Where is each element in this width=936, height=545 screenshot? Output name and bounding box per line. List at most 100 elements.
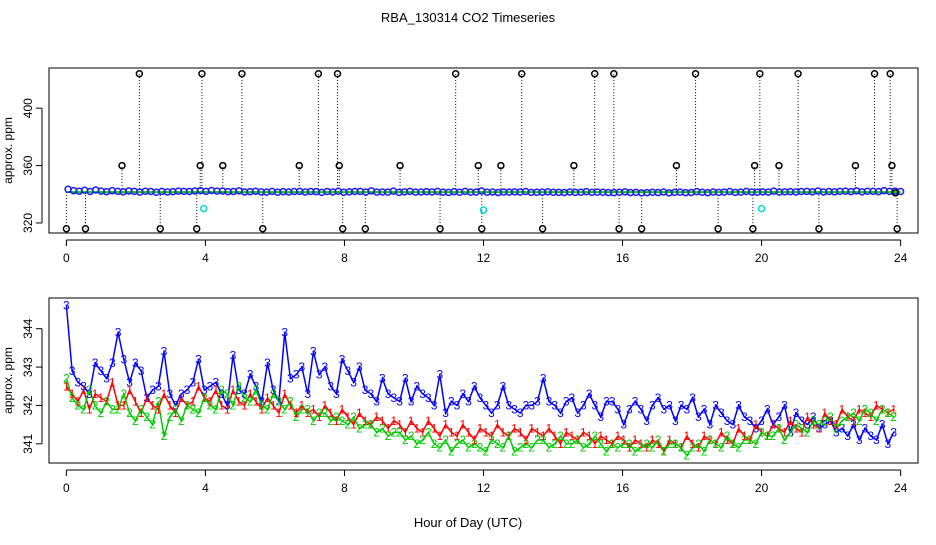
bottom-y-tick-label: 341	[21, 433, 35, 453]
series-3-label: 3	[390, 391, 397, 405]
series-3-label: 3	[850, 418, 857, 432]
series-3-label: 3	[701, 402, 708, 416]
series-2-label: 2	[109, 402, 116, 416]
series-3-label: 3	[683, 402, 690, 416]
top-panel: 0 4 8 12 16 20 24 320 360 400 approx. ppm	[1, 67, 919, 265]
bottom-x-tick-label: 16	[616, 481, 630, 495]
series-1-label: 1	[109, 375, 116, 389]
series-2-label: 2	[103, 395, 110, 409]
series-2-label: 2	[385, 429, 392, 443]
series-1-label: 1	[212, 383, 219, 397]
series-3-label: 3	[235, 383, 242, 397]
series-1-label: 1	[224, 402, 231, 416]
series-1-label: 1	[454, 429, 461, 443]
series-2-label: 2	[247, 395, 254, 409]
black-point	[474, 161, 483, 170]
series-1-label: 1	[643, 441, 650, 455]
series-1-label: 1	[322, 398, 329, 412]
series-2-label: 2	[436, 441, 443, 455]
series-2-label: 2	[816, 418, 823, 432]
series-3-label: 3	[540, 372, 547, 386]
series-1-label: 1	[758, 425, 765, 439]
series-2-label: 2	[546, 441, 553, 455]
series-2-label: 2	[701, 445, 708, 459]
series-1-label: 1	[126, 383, 133, 397]
series-3-label: 3	[184, 383, 191, 397]
top-x-tick-label: 4	[202, 251, 209, 265]
series-3-label: 3	[339, 352, 346, 366]
black-point	[615, 224, 623, 233]
cyan-point	[757, 204, 766, 213]
series-2-label: 2	[241, 391, 248, 405]
series-3-label: 3	[350, 375, 357, 389]
black-point	[886, 69, 894, 78]
series-1-label: 1	[574, 433, 581, 447]
series-2-label: 2	[758, 425, 765, 439]
series-1-label: 1	[69, 387, 76, 401]
series-2-label: 2	[764, 429, 771, 443]
series-3-label: 3	[126, 375, 133, 389]
series-2-label: 2	[511, 445, 518, 459]
series-1-label: 1	[615, 429, 622, 443]
series-3-label: 3	[218, 387, 225, 401]
series-3-label: 3	[563, 395, 570, 409]
series-2-label: 2	[505, 429, 512, 443]
series-2-label: 2	[333, 410, 340, 424]
series-1-label: 1	[810, 418, 817, 432]
top-x-tick-label: 0	[63, 251, 70, 265]
series-3-label: 3	[689, 391, 696, 405]
top-plot-frame	[48, 67, 919, 234]
series-1-label: 1	[488, 429, 495, 443]
series-3-label: 3	[557, 406, 564, 420]
series-2-label: 2	[80, 402, 87, 416]
series-1-label: 1	[310, 402, 317, 416]
series-3-label: 3	[402, 372, 409, 386]
series-1-label: 1	[465, 425, 472, 439]
series-2-label: 2	[69, 391, 76, 405]
series-1-label: 1	[402, 425, 409, 439]
series-1-label: 1	[821, 406, 828, 420]
series-1-label: 1	[350, 418, 357, 432]
series-2-label: 2	[649, 441, 656, 455]
series-1-label: 1	[149, 398, 156, 412]
top-x-tick-label: 20	[755, 251, 769, 265]
series-3-label: 3	[98, 364, 105, 378]
series-3-label: 3	[161, 345, 168, 359]
series-2-label: 2	[230, 398, 237, 412]
black-point	[238, 69, 246, 78]
series-2-label: 2	[270, 387, 277, 401]
series-2-label: 2	[356, 422, 363, 436]
series-3-label: 3	[879, 418, 886, 432]
series-2-label: 2	[143, 410, 150, 424]
series-3-label: 3	[856, 433, 863, 447]
series-3-label: 3	[247, 368, 254, 382]
series-1-label: 1	[287, 398, 294, 412]
series-2-label: 2	[471, 437, 478, 451]
series-3-label: 3	[155, 379, 162, 393]
series-2-label: 2	[166, 410, 173, 424]
series-3-label: 3	[827, 414, 834, 428]
series-2-label: 2	[626, 437, 633, 451]
series-3-label: 3	[459, 387, 466, 401]
bottom-x-tick-label: 24	[894, 481, 908, 495]
series-1-label: 1	[873, 398, 880, 412]
series-1-label: 1	[379, 414, 386, 428]
series-3-label: 3	[798, 414, 805, 428]
series-2-label: 2	[603, 445, 610, 459]
black-point	[672, 161, 681, 170]
series-1-label: 1	[63, 379, 70, 393]
series-3-label: 3	[517, 406, 524, 420]
series-3-label: 3	[207, 379, 214, 393]
series-3-label: 3	[833, 425, 840, 439]
series-1-label: 1	[632, 433, 639, 447]
black-point	[338, 224, 347, 233]
series-3-label: 3	[528, 398, 535, 412]
black-point	[259, 224, 267, 233]
series-2-label: 2	[310, 414, 317, 428]
series-1-label: 1	[729, 437, 736, 451]
black-point	[478, 224, 486, 233]
series-1-label: 1	[885, 406, 892, 420]
series-1-label: 1	[793, 422, 800, 436]
series-3-label: 3	[132, 356, 139, 370]
series-1-label: 1	[339, 402, 346, 416]
